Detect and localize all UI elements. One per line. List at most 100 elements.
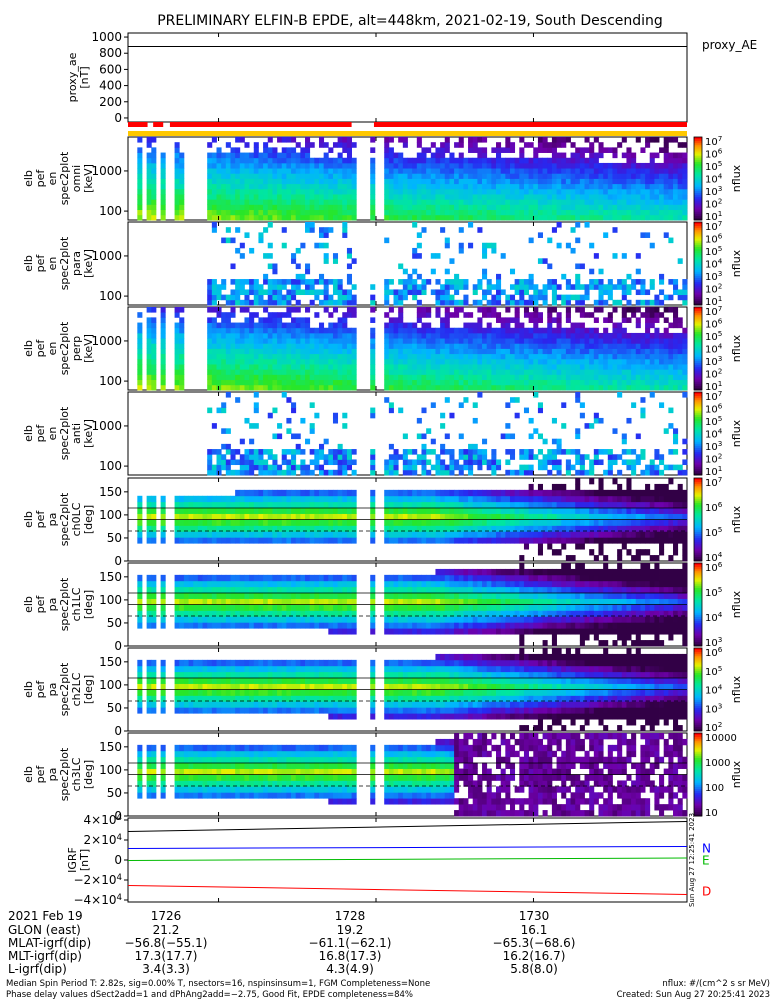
spectrogram-cell — [332, 299, 339, 306]
spectrogram-cell — [668, 449, 674, 455]
spectrogram-cell — [272, 284, 278, 290]
spectrogram-cell — [593, 204, 599, 211]
spectrogram-cell — [612, 478, 618, 485]
spectrogram-cell — [430, 199, 436, 205]
spectrogram-cell — [258, 294, 264, 301]
spectrogram-cell — [388, 173, 394, 179]
spectrogram-cell — [500, 501, 506, 509]
spectrogram-cell — [663, 317, 669, 323]
spectrogram-cell — [677, 369, 683, 375]
spectrogram-cell — [267, 358, 273, 365]
spectrogram-cell — [486, 307, 492, 313]
spectrogram-cell — [435, 464, 441, 471]
spectrogram-cell — [649, 137, 655, 143]
spectrogram-cell — [645, 307, 651, 313]
spectrogram-cell — [332, 204, 339, 211]
spectrogram-cell — [318, 507, 325, 514]
spectrogram-cell — [272, 204, 278, 211]
spectrogram-cell — [160, 519, 166, 526]
spectrogram-cell — [309, 531, 315, 538]
spectrogram-cell — [570, 353, 576, 360]
spectrogram-cell — [547, 263, 553, 270]
spectrogram-cell — [607, 214, 613, 221]
spectrogram-cell — [305, 495, 311, 503]
spectrogram-cell — [388, 464, 394, 471]
spectrogram-cell — [444, 194, 450, 200]
spectrogram-cell — [579, 531, 585, 538]
spectrogram-cell — [509, 507, 516, 514]
spectrogram-cell — [146, 152, 152, 159]
spectrogram-cell — [640, 449, 646, 455]
spectrogram-cell — [323, 459, 329, 466]
spectrogram-cell — [482, 289, 488, 296]
spectrogram-cell — [645, 374, 651, 381]
colorbar-tick-label: 104 — [705, 427, 723, 441]
spectrogram-cell — [617, 358, 623, 365]
colorbar-step — [694, 141, 702, 144]
spectrogram-cell — [337, 348, 343, 355]
spectrogram-cell — [230, 369, 236, 375]
spectrogram-cell — [598, 369, 604, 375]
spectrogram-cell — [286, 495, 292, 503]
spectrogram-cell — [570, 204, 576, 211]
spectrogram-cell — [523, 279, 530, 285]
spectrogram-cell — [463, 279, 469, 285]
spectrogram-cell — [468, 142, 474, 148]
spectrogram-cell — [193, 495, 199, 503]
spectrogram-cell — [570, 513, 576, 520]
colorbar-step — [694, 137, 702, 140]
spectrogram-cell — [509, 537, 516, 544]
spectrogram-cell — [500, 327, 506, 334]
spectrogram-cell — [272, 263, 278, 270]
spectrogram-cell — [463, 507, 469, 514]
spectrogram-cell — [281, 183, 287, 190]
spectrogram-cell — [561, 299, 567, 306]
colorbar-step — [694, 166, 702, 169]
spectrogram-cell — [640, 369, 646, 375]
spectrogram-cell — [277, 173, 283, 179]
spectrogram-cell — [496, 194, 502, 200]
spectrogram-cell — [430, 507, 436, 514]
spectrogram-cell — [663, 428, 669, 434]
spectrogram-cell — [211, 353, 217, 360]
spectrogram-cell — [565, 209, 571, 216]
status-red-segment — [169, 122, 352, 127]
spectrogram-cell — [626, 289, 632, 296]
spectrogram-cell — [179, 162, 185, 169]
spectrogram-cell — [593, 188, 599, 195]
spectrogram-cell — [663, 307, 669, 313]
spectrogram-cell — [328, 343, 334, 349]
spectrogram-cell — [621, 137, 627, 143]
spectrogram-cell — [179, 157, 185, 164]
spectrogram-cell — [267, 157, 273, 164]
spectrogram-cell — [337, 322, 343, 329]
spectrogram-cell — [281, 525, 287, 532]
spectrogram-cell — [435, 513, 441, 520]
spectrogram-cell — [221, 199, 227, 205]
spectrogram-cell — [300, 531, 306, 538]
spectrogram-cell — [430, 353, 436, 360]
spectrogram-cell — [370, 214, 376, 221]
spectrogram-cell — [407, 168, 413, 174]
spectrogram-cell — [211, 364, 217, 370]
spectrogram-cell — [514, 507, 520, 514]
spectrogram-cell — [318, 162, 325, 169]
spectrogram-cell — [547, 384, 553, 391]
spectrogram-cell — [547, 279, 553, 285]
spectrogram-cell — [561, 162, 567, 169]
spectrogram-cell — [593, 173, 599, 179]
spectrogram-cell — [253, 188, 259, 195]
spectrogram-cell — [286, 501, 292, 509]
spectrogram-cell — [225, 214, 231, 221]
spectrogram-cell — [239, 299, 245, 306]
spectrogram-cell — [430, 438, 436, 445]
spectrogram-cell — [542, 369, 548, 375]
spectrogram-cell — [579, 178, 585, 185]
spectrogram-cell — [384, 364, 390, 370]
spectrogram-cell — [402, 519, 408, 526]
spectrogram-cell — [370, 537, 376, 544]
spectrogram-cell — [318, 204, 325, 211]
spectrogram-cell — [314, 449, 320, 455]
spectrogram-cell — [211, 449, 217, 455]
